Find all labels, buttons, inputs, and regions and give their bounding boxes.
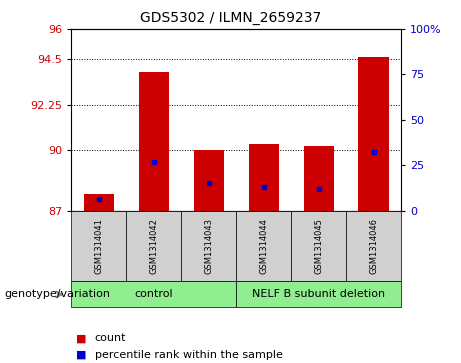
Bar <box>303 146 334 211</box>
Text: ■: ■ <box>76 333 87 343</box>
Text: count: count <box>95 333 126 343</box>
Bar <box>194 150 224 211</box>
Bar <box>139 72 169 211</box>
Text: GSM1314042: GSM1314042 <box>149 218 159 274</box>
Text: GSM1314041: GSM1314041 <box>95 218 103 274</box>
Text: control: control <box>135 289 173 299</box>
Text: genotype/variation: genotype/variation <box>5 289 111 299</box>
Text: GSM1314043: GSM1314043 <box>204 218 213 274</box>
Text: GDS5302 / ILMN_2659237: GDS5302 / ILMN_2659237 <box>140 11 321 25</box>
Bar <box>84 195 114 211</box>
Bar <box>359 57 389 211</box>
Text: NELF B subunit deletion: NELF B subunit deletion <box>252 289 385 299</box>
Text: GSM1314046: GSM1314046 <box>369 218 378 274</box>
Text: GSM1314044: GSM1314044 <box>259 218 268 274</box>
Text: GSM1314045: GSM1314045 <box>314 218 323 274</box>
Text: ■: ■ <box>76 350 87 360</box>
Text: percentile rank within the sample: percentile rank within the sample <box>95 350 283 360</box>
Bar <box>248 144 279 211</box>
